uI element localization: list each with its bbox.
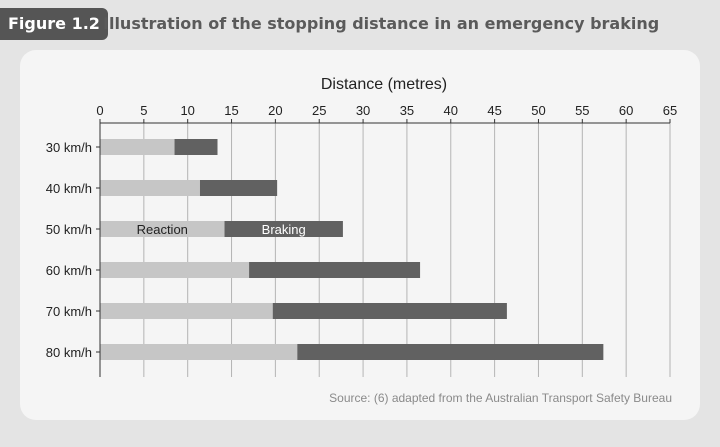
x-tick-label: 50 bbox=[531, 103, 545, 118]
bar-braking bbox=[174, 139, 218, 155]
x-tick-label: 65 bbox=[663, 103, 677, 118]
stopping-distance-chart: 0 5 10 15 20 25 30 35 40 45 50 55 60 65 Reaction Braki… bbox=[46, 76, 677, 405]
x-tick-label: 5 bbox=[140, 103, 147, 118]
x-tick-label: 60 bbox=[619, 103, 633, 118]
x-tick-label: 45 bbox=[487, 103, 501, 118]
x-tick-label: 25 bbox=[312, 103, 326, 118]
x-tick-label: 35 bbox=[400, 103, 414, 118]
bar-braking bbox=[249, 262, 421, 278]
x-tick-label: 10 bbox=[180, 103, 194, 118]
category-label: 50 km/h bbox=[46, 222, 92, 237]
bar-reaction bbox=[100, 303, 273, 319]
category-label: 80 km/h bbox=[46, 345, 92, 360]
bar-reaction bbox=[100, 221, 225, 237]
bars: Reaction Braking bbox=[100, 139, 604, 360]
x-tick-label: 55 bbox=[575, 103, 589, 118]
x-tick-label: 30 bbox=[356, 103, 370, 118]
source-note: Source: (6) adapted from the Australian … bbox=[329, 391, 672, 405]
category-label: 60 km/h bbox=[46, 263, 92, 278]
bar-braking bbox=[272, 303, 507, 319]
bar-braking bbox=[199, 180, 278, 196]
x-tick-label: 15 bbox=[224, 103, 238, 118]
figure-number-badge: Figure 1.2 bbox=[0, 8, 108, 40]
bar-reaction bbox=[100, 180, 200, 196]
figure-title: Illustration of the stopping distance in… bbox=[103, 14, 660, 33]
chart-panel: 0 5 10 15 20 25 30 35 40 45 50 55 60 65 Reaction Braki… bbox=[20, 50, 700, 420]
bar-braking bbox=[297, 344, 604, 360]
series-label-reaction: Reaction bbox=[137, 222, 188, 237]
x-axis-ticks: 0 5 10 15 20 25 30 35 40 45 50 55 60 65 bbox=[96, 103, 677, 123]
bar-reaction bbox=[100, 344, 298, 360]
bar-reaction bbox=[100, 262, 250, 278]
bar-braking bbox=[224, 221, 343, 237]
x-tick-label: 40 bbox=[444, 103, 458, 118]
chart-title: Distance (metres) bbox=[321, 76, 447, 93]
series-label-braking: Braking bbox=[262, 222, 306, 237]
x-tick-label: 0 bbox=[96, 103, 103, 118]
category-labels: 30 km/h 40 km/h 50 km/h 60 km/h 70 km/h 80 km… bbox=[46, 140, 92, 360]
category-label: 70 km/h bbox=[46, 304, 92, 319]
bar-reaction bbox=[100, 139, 175, 155]
axes bbox=[96, 122, 670, 377]
category-label: 30 km/h bbox=[46, 140, 92, 155]
figure-header: Figure 1.2 Illustration of the stopping … bbox=[0, 0, 720, 46]
grid-lines bbox=[143, 123, 671, 377]
x-tick-label: 20 bbox=[268, 103, 282, 118]
category-label: 40 km/h bbox=[46, 181, 92, 196]
